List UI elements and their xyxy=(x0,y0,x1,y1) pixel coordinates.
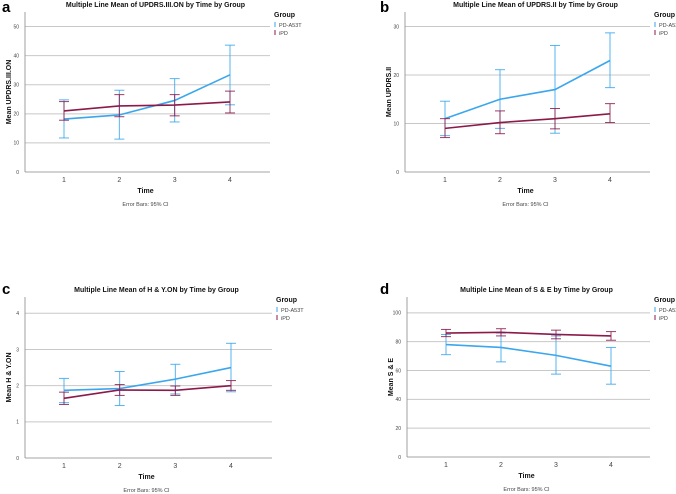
series-line xyxy=(444,59,611,120)
y-axis-label: Mean H & Y.ON xyxy=(6,352,13,402)
y-tick-label: 10 xyxy=(393,121,399,127)
series-PD-A53T xyxy=(441,332,616,385)
legend-title: Group xyxy=(654,297,675,304)
series-iPD xyxy=(59,90,235,121)
legend: Group PD-A53T iPD xyxy=(276,297,304,322)
legend-items: Group PD-A53T iPD xyxy=(274,12,302,37)
y-tick-label: 4 xyxy=(16,311,19,317)
y-tick-label: 100 xyxy=(393,311,402,317)
x-tick-label: 3 xyxy=(554,462,558,469)
series-iPD xyxy=(441,328,616,341)
panel-letter: b xyxy=(380,0,389,16)
chart-title: Multiple Line Mean of UPDRS.III.ON by Ti… xyxy=(66,2,245,9)
y-axis-label: Mean S & E xyxy=(388,358,395,396)
series-line xyxy=(63,366,232,392)
chart-panel-a: a Multiple Line Mean of UPDRS.III.ON by T… xyxy=(2,0,302,208)
series-line xyxy=(445,331,612,337)
legend-title: Group xyxy=(274,12,295,19)
chart-title: Multiple Line Mean of S & E by Time by G… xyxy=(460,287,613,294)
legend-label: iPD xyxy=(659,316,668,322)
y-tick-label: 10 xyxy=(13,141,19,147)
x-tick-label: 2 xyxy=(499,462,503,469)
x-tick-label: 2 xyxy=(118,463,122,470)
panel-letter: a xyxy=(2,0,11,16)
series-iPD xyxy=(440,103,615,139)
legend-label: PD-A53T xyxy=(659,308,676,314)
error-bars-note: Error Bars: 95% CI xyxy=(503,487,550,493)
x-tick-label: 3 xyxy=(553,177,557,184)
legend: Group PD-A53T iPD xyxy=(274,12,302,37)
y-tick-label: 0 xyxy=(16,170,19,176)
legend-title: Group xyxy=(654,12,675,19)
x-axis-label: Time xyxy=(518,473,534,480)
y-axis-label: Mean UPDRS.II xyxy=(386,67,393,117)
error-bars-note: Error Bars: 95% CI xyxy=(122,202,169,208)
x-axis-label: Time xyxy=(517,188,533,195)
x-tick-label: 2 xyxy=(117,177,121,184)
y-tick-label: 80 xyxy=(395,339,401,345)
series-iPD xyxy=(59,380,236,405)
legend-label: PD-A53T xyxy=(281,308,304,314)
legend-items: Group PD-A53T iPD xyxy=(654,297,676,322)
series-line xyxy=(63,101,231,112)
y-tick-label: 2 xyxy=(16,383,19,389)
series-line xyxy=(63,74,231,120)
y-tick-label: 0 xyxy=(16,456,19,462)
x-tick-label: 1 xyxy=(444,462,448,469)
panel-letter: c xyxy=(2,281,10,298)
y-tick-label: 20 xyxy=(13,112,19,118)
chart-panel-b: b Multiple Line Mean of UPDRS.II by Time … xyxy=(380,0,676,208)
x-tick-label: 4 xyxy=(608,177,612,184)
y-tick-label: 50 xyxy=(13,24,19,30)
panel-letter: d xyxy=(380,281,389,298)
chart-panel-c: c Multiple Line Mean of H & Y.ON by Time … xyxy=(2,281,304,494)
legend-label: iPD xyxy=(659,31,668,37)
legend-items: Group PD-A53T iPD xyxy=(276,297,304,322)
chart-title: Multiple Line Mean of H & Y.ON by Time b… xyxy=(74,287,239,294)
y-tick-label: 3 xyxy=(16,347,19,353)
y-tick-label: 0 xyxy=(396,170,399,176)
y-tick-label: 1 xyxy=(16,420,19,426)
y-tick-label: 40 xyxy=(13,53,19,59)
legend: Group PD-A53T iPD xyxy=(654,297,676,322)
error-bars-note: Error Bars: 95% CI xyxy=(123,488,170,494)
x-tick-label: 2 xyxy=(498,177,502,184)
series-PD-A53T xyxy=(59,44,235,140)
series-line xyxy=(444,113,611,130)
chart-title: Multiple Line Mean of UPDRS.II by Time b… xyxy=(453,2,618,9)
x-axis-label: Time xyxy=(138,474,154,481)
x-tick-label: 3 xyxy=(173,463,177,470)
error-bars-note: Error Bars: 95% CI xyxy=(502,202,549,208)
x-tick-label: 1 xyxy=(443,177,447,184)
legend-label: iPD xyxy=(281,316,290,322)
series-PD-A53T xyxy=(59,342,236,407)
x-tick-label: 3 xyxy=(173,177,177,184)
series-line xyxy=(445,343,612,367)
y-axis-label: Mean UPDRS.III.ON xyxy=(6,60,13,125)
x-tick-label: 1 xyxy=(62,463,66,470)
series-line xyxy=(63,384,232,400)
y-tick-label: 30 xyxy=(13,83,19,89)
x-tick-label: 4 xyxy=(229,463,233,470)
y-tick-label: 20 xyxy=(393,73,399,79)
legend-label: iPD xyxy=(279,31,288,37)
chart-panel-d: d Multiple Line Mean of S & E by Time by … xyxy=(380,281,676,493)
legend-label: PD-A53T xyxy=(659,23,676,29)
legend-items: Group PD-A53T iPD xyxy=(654,12,676,37)
y-tick-label: 20 xyxy=(395,426,401,432)
y-tick-label: 60 xyxy=(395,368,401,374)
y-tick-label: 30 xyxy=(393,24,399,30)
legend-label: PD-A53T xyxy=(279,23,302,29)
x-tick-label: 4 xyxy=(609,462,613,469)
x-axis-label: Time xyxy=(137,188,153,195)
x-tick-label: 4 xyxy=(228,177,232,184)
legend-title: Group xyxy=(276,297,297,304)
x-tick-label: 1 xyxy=(62,177,66,184)
y-tick-label: 0 xyxy=(398,455,401,461)
y-tick-label: 40 xyxy=(395,397,401,403)
legend: Group PD-A53T iPD xyxy=(654,12,676,37)
